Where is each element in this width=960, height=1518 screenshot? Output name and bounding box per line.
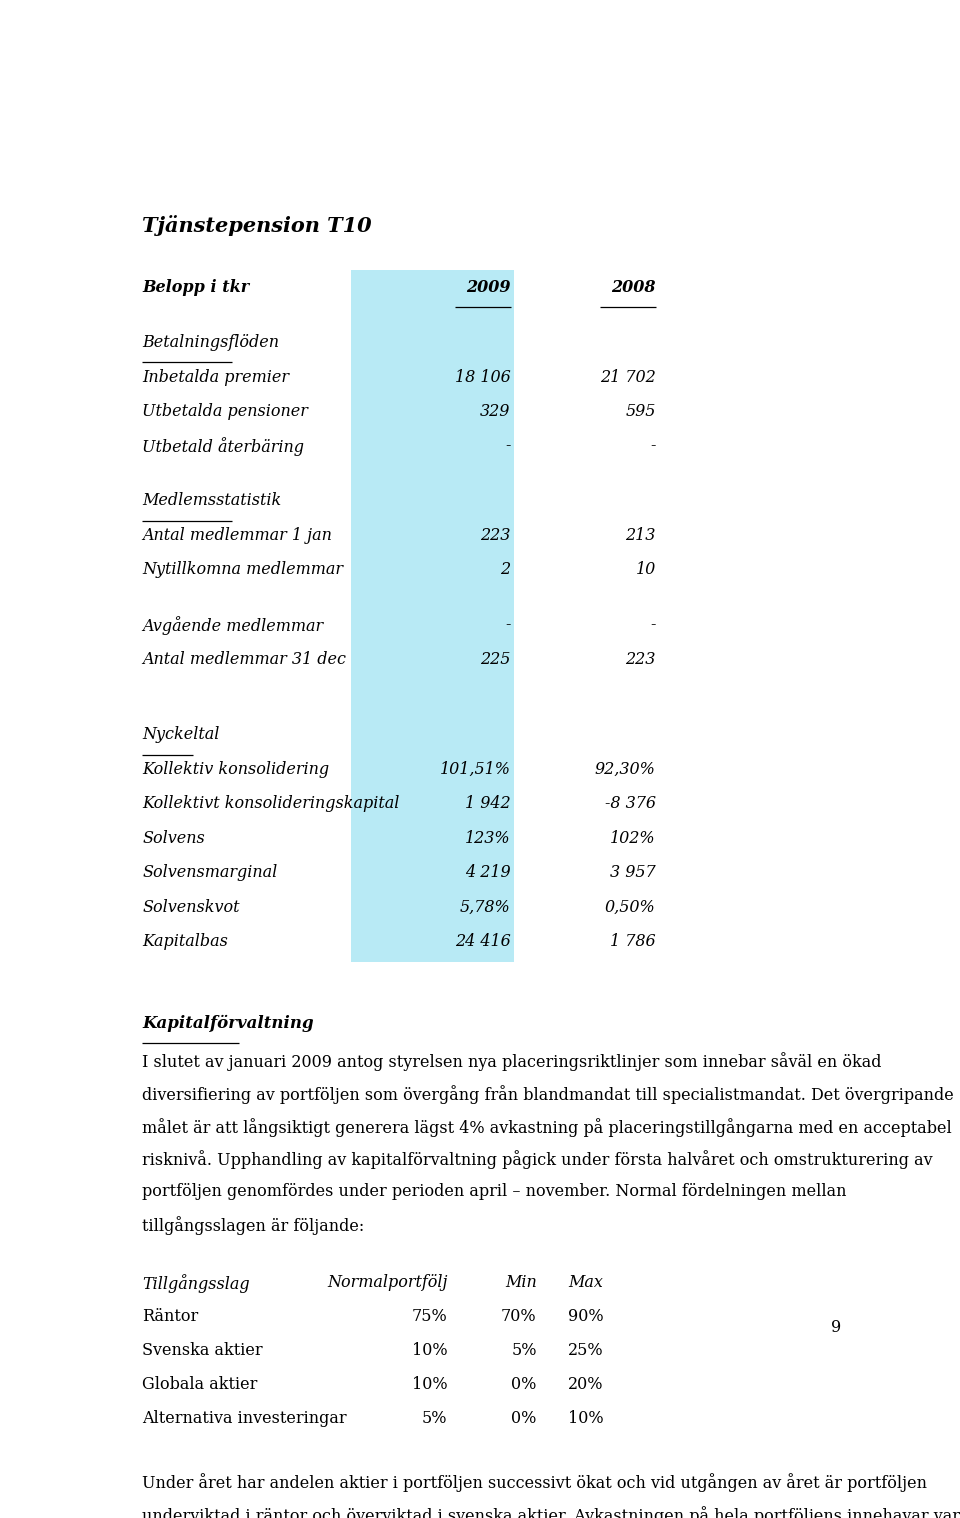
Text: 90%: 90% bbox=[568, 1309, 604, 1325]
Text: 102%: 102% bbox=[610, 830, 656, 847]
Text: 2008: 2008 bbox=[612, 279, 656, 296]
Text: 1 942: 1 942 bbox=[465, 795, 511, 812]
Text: Betalningsflöden: Betalningsflöden bbox=[142, 334, 279, 351]
Text: Nyckeltal: Nyckeltal bbox=[142, 726, 220, 744]
Text: I slutet av januari 2009 antog styrelsen nya placeringsriktlinjer som innebar så: I slutet av januari 2009 antog styrelsen… bbox=[142, 1052, 882, 1072]
Text: Min: Min bbox=[505, 1275, 537, 1292]
Text: 92,30%: 92,30% bbox=[595, 761, 656, 777]
Text: målet är att långsiktigt generera lägst 4% avkastning på placeringstillgångarna : målet är att långsiktigt generera lägst … bbox=[142, 1117, 952, 1137]
Text: portföljen genomfördes under perioden april – november. Normal fördelningen mell: portföljen genomfördes under perioden ap… bbox=[142, 1183, 847, 1201]
Text: Globala aktier: Globala aktier bbox=[142, 1377, 257, 1394]
Text: 101,51%: 101,51% bbox=[440, 761, 511, 777]
Text: 1 786: 1 786 bbox=[610, 934, 656, 950]
Text: 4 219: 4 219 bbox=[465, 864, 511, 880]
Text: Kollektivt konsolideringskapital: Kollektivt konsolideringskapital bbox=[142, 795, 399, 812]
Text: 0%: 0% bbox=[512, 1377, 537, 1394]
Text: 25%: 25% bbox=[568, 1342, 604, 1359]
Text: -: - bbox=[650, 437, 656, 454]
Text: 18 106: 18 106 bbox=[455, 369, 511, 386]
Text: 24 416: 24 416 bbox=[455, 934, 511, 950]
Text: 0,50%: 0,50% bbox=[605, 899, 656, 915]
Text: -: - bbox=[505, 437, 511, 454]
Text: underviktad i räntor och överviktad i svenska aktier. Avkastningen på hela portf: underviktad i räntor och överviktad i sv… bbox=[142, 1506, 960, 1518]
Text: tillgångsslagen är följande:: tillgångsslagen är följande: bbox=[142, 1216, 365, 1234]
Text: 21 702: 21 702 bbox=[600, 369, 656, 386]
Text: Antal medlemmar 31 dec: Antal medlemmar 31 dec bbox=[142, 651, 347, 668]
Text: Solvensmarginal: Solvensmarginal bbox=[142, 864, 277, 880]
Text: Utbetald återbäring: Utbetald återbäring bbox=[142, 437, 304, 457]
Text: Tillgångsslag: Tillgångsslag bbox=[142, 1275, 250, 1293]
Text: Kapitalbas: Kapitalbas bbox=[142, 934, 228, 950]
Text: 123%: 123% bbox=[465, 830, 511, 847]
Text: diversifiering av portföljen som övergång från blandmandat till specialistmandat: diversifiering av portföljen som övergån… bbox=[142, 1085, 954, 1104]
Text: Belopp i tkr: Belopp i tkr bbox=[142, 279, 250, 296]
Text: -: - bbox=[505, 616, 511, 633]
Text: 0%: 0% bbox=[512, 1410, 537, 1427]
Text: 223: 223 bbox=[625, 651, 656, 668]
Text: 10: 10 bbox=[636, 562, 656, 578]
Text: Alternativa investeringar: Alternativa investeringar bbox=[142, 1410, 347, 1427]
Text: Kollektiv konsolidering: Kollektiv konsolidering bbox=[142, 761, 329, 777]
Text: 10%: 10% bbox=[568, 1410, 604, 1427]
Text: Under året har andelen aktier i portföljen successivt ökat och vid utgången av å: Under året har andelen aktier i portfölj… bbox=[142, 1472, 927, 1492]
Text: 595: 595 bbox=[625, 404, 656, 420]
Text: 5%: 5% bbox=[511, 1342, 537, 1359]
Text: Räntor: Räntor bbox=[142, 1309, 199, 1325]
Text: 2009: 2009 bbox=[467, 279, 511, 296]
Text: 5,78%: 5,78% bbox=[460, 899, 511, 915]
Text: 10%: 10% bbox=[412, 1342, 447, 1359]
Text: Medlemsstatistik: Medlemsstatistik bbox=[142, 492, 281, 510]
Text: 10%: 10% bbox=[412, 1377, 447, 1394]
Text: 223: 223 bbox=[480, 527, 511, 543]
Text: -: - bbox=[650, 616, 656, 633]
Text: Antal medlemmar 1 jan: Antal medlemmar 1 jan bbox=[142, 527, 332, 543]
Text: Inbetalda premier: Inbetalda premier bbox=[142, 369, 289, 386]
Text: 20%: 20% bbox=[568, 1377, 604, 1394]
Text: 225: 225 bbox=[480, 651, 511, 668]
Text: -8 376: -8 376 bbox=[605, 795, 656, 812]
Text: risknivå. Upphandling av kapitalförvaltning pågick under första halvåret och oms: risknivå. Upphandling av kapitalförvaltn… bbox=[142, 1151, 933, 1169]
Text: Normalportfölj: Normalportfölj bbox=[326, 1275, 447, 1292]
Text: Max: Max bbox=[568, 1275, 604, 1292]
Text: 9: 9 bbox=[831, 1319, 842, 1336]
Text: 3 957: 3 957 bbox=[610, 864, 656, 880]
Text: Nytillkomna medlemmar: Nytillkomna medlemmar bbox=[142, 562, 344, 578]
Text: 329: 329 bbox=[480, 404, 511, 420]
Text: Avgående medlemmar: Avgående medlemmar bbox=[142, 616, 324, 636]
Text: Solvenskvot: Solvenskvot bbox=[142, 899, 240, 915]
Text: 5%: 5% bbox=[421, 1410, 447, 1427]
Text: Utbetalda pensioner: Utbetalda pensioner bbox=[142, 404, 308, 420]
Text: 75%: 75% bbox=[412, 1309, 447, 1325]
Text: Svenska aktier: Svenska aktier bbox=[142, 1342, 263, 1359]
Text: Solvens: Solvens bbox=[142, 830, 205, 847]
Text: Tjänstepension T10: Tjänstepension T10 bbox=[142, 216, 372, 235]
Text: Kapitalförvaltning: Kapitalförvaltning bbox=[142, 1014, 314, 1032]
FancyBboxPatch shape bbox=[350, 270, 515, 962]
Text: 2: 2 bbox=[500, 562, 511, 578]
Text: 213: 213 bbox=[625, 527, 656, 543]
Text: 70%: 70% bbox=[501, 1309, 537, 1325]
